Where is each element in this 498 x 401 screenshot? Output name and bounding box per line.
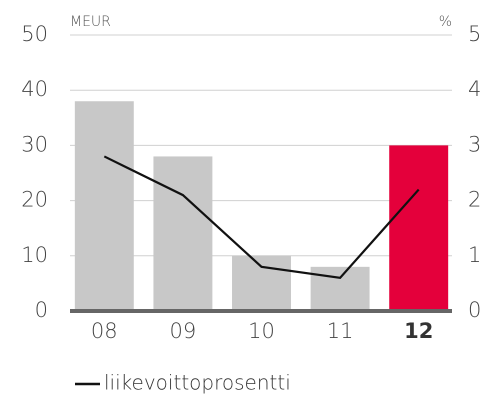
bar	[310, 266, 370, 311]
y2-tick-label: 1	[468, 243, 481, 267]
y-tick-label: 50	[21, 22, 48, 46]
y2-tick-label: 0	[468, 298, 481, 322]
bar	[389, 145, 449, 311]
y2-axis-label: %	[439, 14, 452, 30]
x-tick-label: 11	[327, 319, 354, 343]
y2-tick-label: 3	[468, 132, 481, 156]
y-axis-label: MEUR	[70, 14, 111, 30]
x-tick-label: 08	[91, 319, 118, 343]
y-tick-label: 40	[21, 77, 48, 101]
y2-tick-label: 4	[468, 77, 481, 101]
bar	[232, 255, 291, 311]
legend-label: liikevoittoprosentti	[104, 371, 291, 395]
y2-tick-label: 5	[468, 22, 481, 46]
x-tick-label: 12	[404, 319, 433, 343]
line	[103, 155, 420, 280]
y2-tick-label: 2	[468, 188, 481, 212]
y-tick-label: 30	[21, 132, 48, 156]
y-tick-label: 10	[21, 243, 48, 267]
bar	[74, 101, 134, 312]
x-tick-label: 09	[170, 319, 197, 343]
y-tick-label: 0	[35, 298, 48, 322]
bar	[153, 156, 213, 311]
y-tick-label: 20	[21, 188, 48, 212]
x-tick-label: 10	[248, 319, 275, 343]
